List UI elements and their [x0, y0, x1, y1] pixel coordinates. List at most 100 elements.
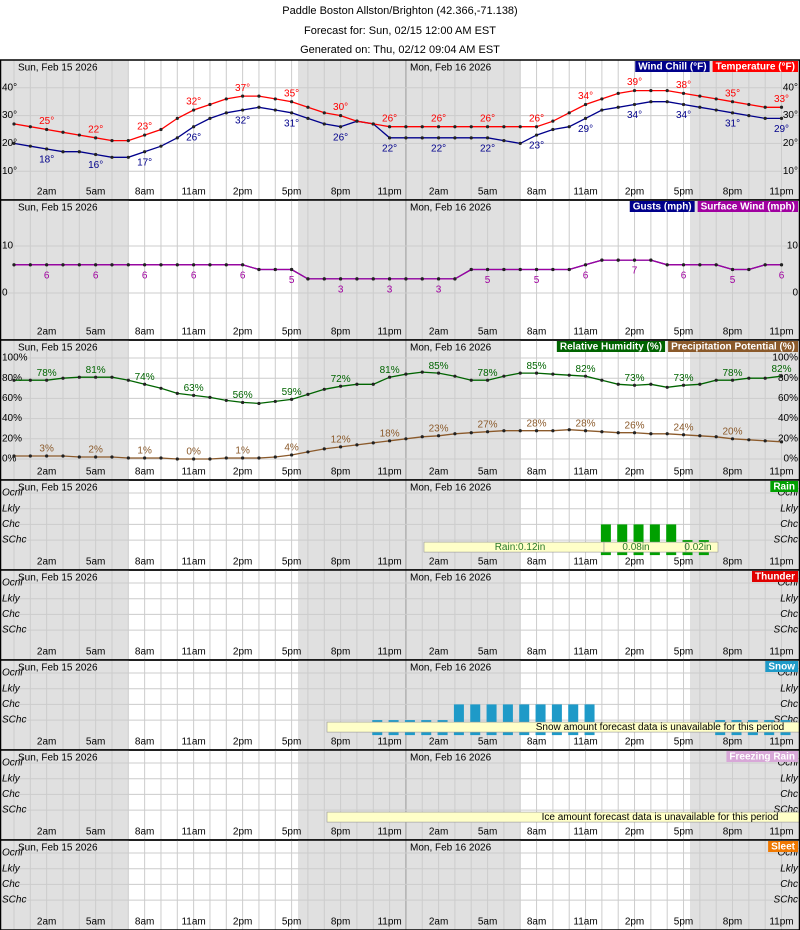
value-label: 85% [527, 361, 547, 372]
x-tick-label: 2pm [625, 647, 644, 658]
value-label: 28% [576, 418, 596, 429]
header-title: Paddle Boston Allston/Brighton (42.366,-… [282, 5, 517, 17]
y-level-label: Lkly [2, 773, 21, 784]
x-tick-label: 5pm [674, 187, 693, 198]
value-label: 6 [240, 270, 246, 281]
data-point [714, 378, 718, 382]
data-point [28, 144, 32, 148]
x-tick-label: 11am [181, 737, 205, 748]
data-point [404, 136, 408, 140]
x-tick-label: 11am [181, 827, 205, 838]
data-point [241, 263, 245, 267]
legend-box [697, 201, 798, 212]
value-label: 78% [37, 368, 57, 379]
legend-label: Relative Humidity (%) [560, 342, 662, 353]
value-label: 26° [382, 113, 397, 124]
data-point [649, 88, 653, 93]
day-label: Mon, Feb 16 2026 [410, 63, 492, 74]
y-tick-label: 20° [783, 138, 798, 149]
x-tick-label: 5am [86, 917, 105, 928]
x-tick-label: 8am [527, 467, 546, 478]
data-point [273, 267, 277, 272]
x-tick-label: 11pm [769, 557, 793, 568]
y-tick-label: 10° [2, 166, 17, 177]
data-point [698, 434, 702, 438]
y-tick-label: 10° [783, 166, 798, 177]
data-point [551, 267, 555, 272]
y-level-label: Ocnl [777, 758, 798, 769]
y-level-label: Chc [780, 519, 798, 530]
data-point [110, 263, 114, 267]
data-point [649, 432, 653, 436]
value-label: 22° [382, 143, 397, 154]
data-point [387, 277, 392, 281]
value-label: 63% [184, 383, 204, 394]
amount-note: Snow amount forecast data is unavailable… [536, 722, 784, 733]
data-point [126, 155, 130, 159]
legend-box [668, 341, 798, 352]
data-point [632, 102, 637, 107]
data-point [567, 373, 571, 377]
data-point [616, 105, 620, 109]
x-tick-label: 11pm [769, 827, 793, 838]
data-point [420, 277, 424, 281]
value-label: 81% [380, 365, 400, 376]
x-tick-label: 2pm [625, 917, 644, 928]
y-tick-label: 30° [783, 110, 798, 121]
x-tick-label: 8am [135, 327, 154, 338]
day-label: Sun, Feb 15 2026 [18, 843, 98, 854]
x-tick-label: 11pm [377, 917, 401, 928]
x-tick-label: 5am [86, 187, 105, 198]
value-label: 3 [387, 285, 393, 296]
value-label: 78% [723, 368, 743, 379]
data-point [747, 438, 751, 442]
header-generated-on: Generated on: Thu, 02/12 09:04 AM EST [300, 44, 500, 56]
x-tick-label: 8am [527, 187, 546, 198]
value-label: 39° [627, 77, 642, 88]
x-tick-label: 2am [429, 327, 448, 338]
day-label: Sun, Feb 15 2026 [18, 663, 98, 674]
x-tick-label: 8am [135, 557, 154, 568]
data-point [12, 122, 16, 126]
y-level-label: Chc [2, 519, 20, 530]
x-tick-label: 8am [135, 827, 154, 838]
value-label: 29° [774, 124, 789, 135]
data-point [306, 277, 310, 281]
data-point [371, 277, 375, 281]
y-level-label: Ocnl [777, 848, 798, 859]
data-point [224, 97, 228, 101]
x-tick-label: 11pm [769, 187, 793, 198]
level-bar [551, 704, 562, 736]
x-tick-label: 8pm [723, 827, 742, 838]
value-label: 78% [478, 368, 498, 379]
x-tick-label: 5pm [282, 327, 301, 338]
data-point [322, 122, 326, 126]
data-point [453, 432, 457, 436]
data-point [420, 370, 424, 374]
x-tick-label: 8am [527, 557, 546, 568]
y-level-label: Ocnl [2, 668, 23, 679]
level-bar [535, 704, 546, 736]
x-tick-label: 8am [135, 917, 154, 928]
amount-label: 0.08in [622, 542, 649, 553]
x-tick-label: 2pm [233, 467, 252, 478]
legend-label: Surface Wind (mph) [701, 202, 795, 213]
day-label: Sun, Feb 15 2026 [18, 753, 98, 764]
x-tick-label: 5pm [674, 827, 693, 838]
data-point [12, 454, 16, 458]
x-tick-label: 5pm [282, 917, 301, 928]
data-point [714, 435, 718, 439]
data-point [241, 94, 245, 98]
data-point [616, 91, 620, 95]
x-tick-label: 11am [181, 187, 205, 198]
data-point [224, 456, 228, 460]
data-point [94, 455, 98, 459]
data-point [583, 263, 588, 267]
legend-label: Rain [773, 482, 795, 493]
x-tick-label: 5pm [674, 557, 693, 568]
data-point [290, 111, 294, 115]
data-point [355, 443, 359, 447]
value-label: 7 [632, 266, 638, 277]
value-label: 82% [576, 364, 596, 375]
